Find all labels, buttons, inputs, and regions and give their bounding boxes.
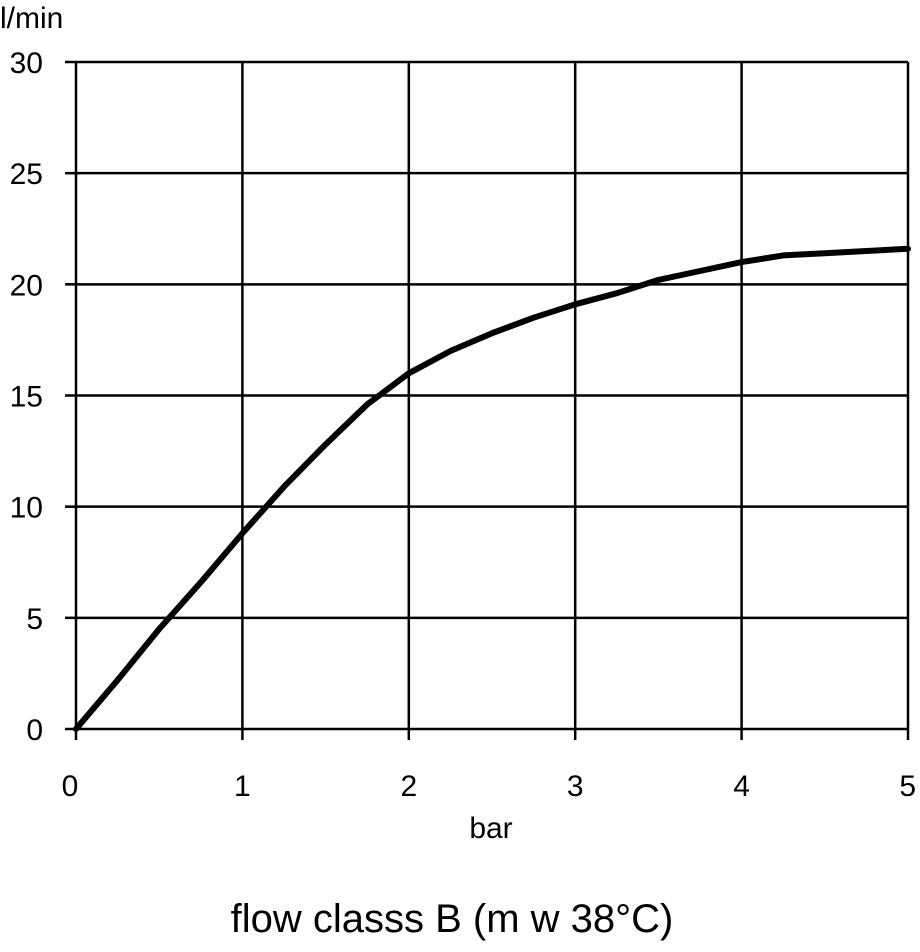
y-tick-label: 15 [10, 381, 43, 414]
y-tick-label: 0 [26, 714, 43, 747]
series-line [73, 245, 911, 732]
grid-lines [76, 60, 910, 729]
series-layer [73, 245, 911, 732]
x-tick-label: 2 [400, 770, 417, 803]
tick-labels: 0 5 10 15 20 25 30 0 1 2 3 4 5 [10, 47, 916, 803]
y-tick-label: 25 [10, 158, 43, 191]
y-tick-label: 5 [26, 603, 43, 636]
y-tick-label: 30 [10, 47, 43, 80]
y-tick-label: 10 [10, 492, 43, 525]
x-tick-label: 5 [899, 770, 916, 803]
y-axis-title: l/min [0, 2, 63, 35]
x-tick-label: 4 [733, 770, 750, 803]
x-tick-label: 3 [567, 770, 584, 803]
x-tick-label: 0 [62, 770, 79, 803]
x-axis-title: bar [469, 812, 512, 845]
y-tick-label: 20 [10, 269, 43, 302]
x-tick-label: 1 [234, 770, 251, 803]
chart-caption: flow classs B (m w 38°C) [231, 897, 674, 941]
chart-axes [65, 60, 910, 740]
